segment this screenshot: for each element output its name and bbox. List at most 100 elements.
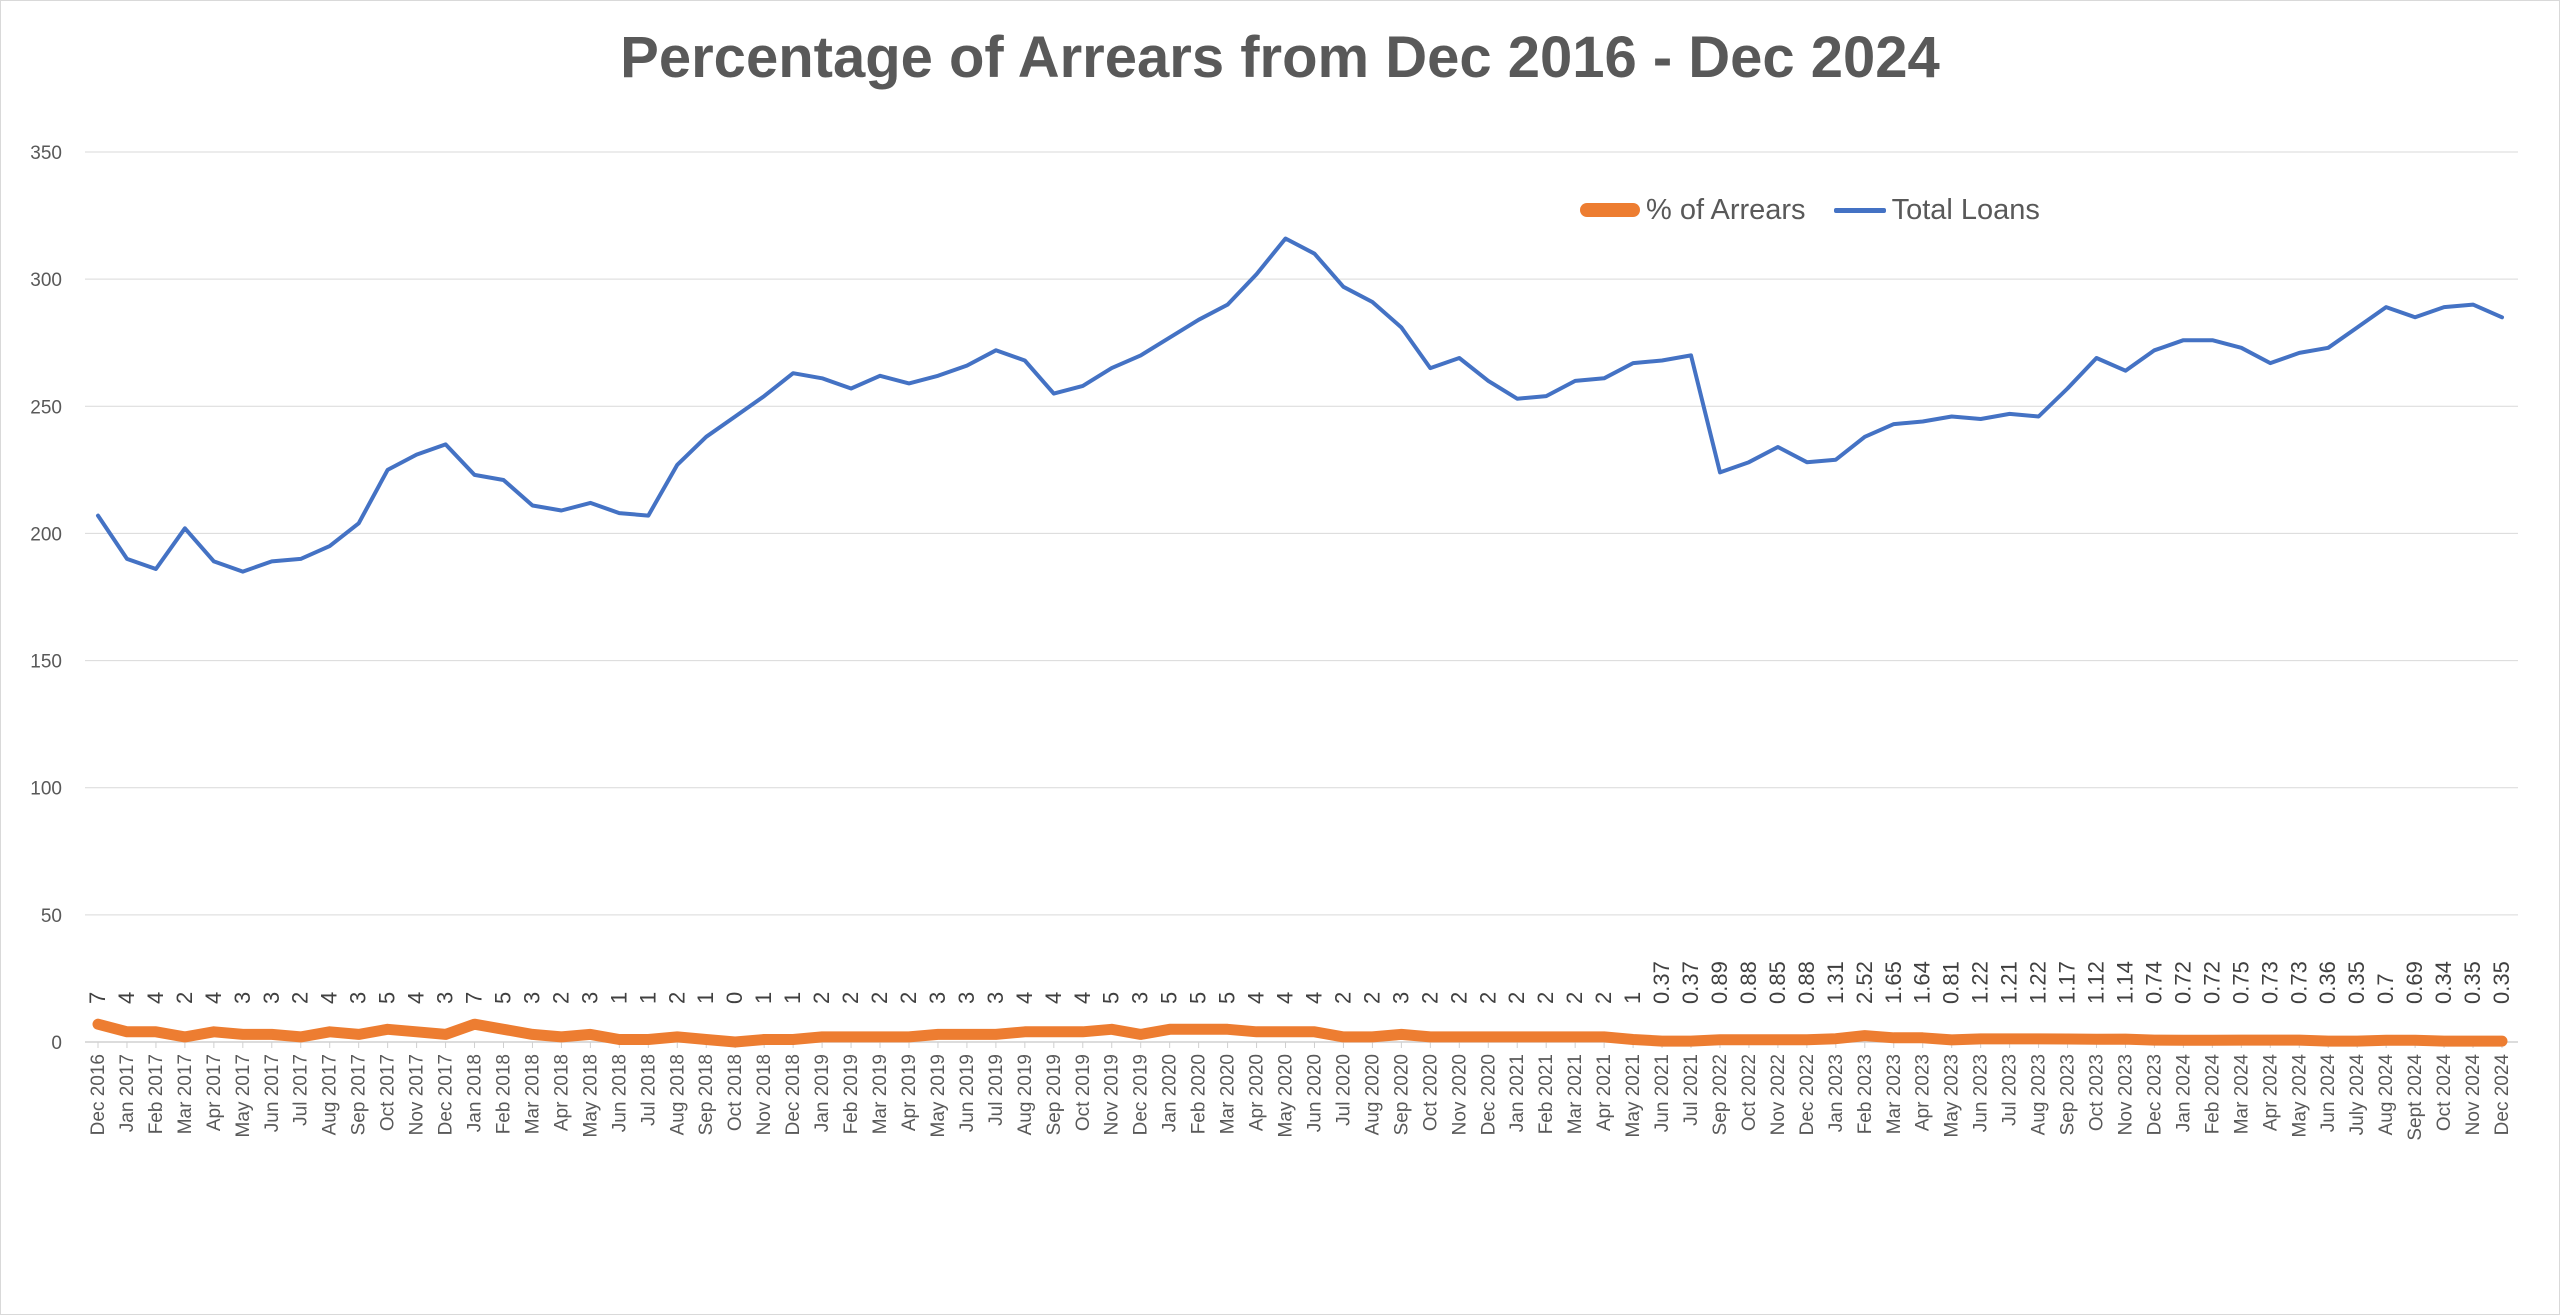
x-tick-label: Dec 2017 — [436, 1054, 457, 1135]
arrears-data-label: 1 — [780, 992, 805, 1004]
x-tick-label: Feb 2020 — [1189, 1054, 1210, 1134]
arrears-data-label: 0.37 — [1678, 961, 1703, 1004]
arrears-data-label: 3 — [925, 992, 950, 1004]
x-tick-label: Jan 2023 — [1826, 1054, 1847, 1132]
x-tick-label: Nov 2018 — [754, 1054, 775, 1135]
arrears-data-label: 5 — [1215, 992, 1240, 1004]
arrears-data-label: 1.21 — [1997, 961, 2022, 1004]
x-tick-label: Sep 2018 — [696, 1054, 717, 1135]
x-tick-label: Aug 2017 — [320, 1054, 341, 1135]
series-line-total-loans — [96, 236, 2504, 574]
y-tick-label: 200 — [30, 524, 62, 545]
arrears-data-label: 5 — [490, 992, 515, 1004]
x-tick-label: Aug 2018 — [667, 1054, 688, 1135]
y-tick-label: 0 — [51, 1033, 62, 1054]
arrears-data-label: 3 — [983, 992, 1008, 1004]
arrears-data-label: 7 — [462, 992, 487, 1004]
x-tick-label: Jun 2017 — [262, 1054, 283, 1132]
arrears-data-label: 5 — [375, 992, 400, 1004]
arrears-data-label: 0.34 — [2431, 961, 2456, 1004]
x-tick-label: May 2017 — [233, 1054, 254, 1137]
x-tick-label: Feb 2024 — [2202, 1054, 2223, 1135]
x-tick-label: Sep 2017 — [349, 1054, 370, 1135]
arrears-data-label: 1 — [635, 992, 660, 1004]
arrears-data-label: 2 — [1330, 992, 1355, 1004]
arrears-data-label: 0.7 — [2373, 973, 2398, 1004]
x-tick-label: May 2023 — [1942, 1054, 1963, 1137]
arrears-data-label: 1.12 — [2084, 961, 2109, 1004]
legend-item-arrears[interactable]: % of Arrears — [1580, 194, 1806, 227]
x-tick-label: Nov 2024 — [2463, 1054, 2484, 1136]
arrears-data-label: 2 — [1417, 992, 1442, 1004]
arrears-data-label: 3 — [230, 992, 255, 1004]
x-tick-label: Jun 2018 — [609, 1054, 630, 1132]
x-tick-label: Nov 2017 — [407, 1054, 428, 1135]
x-tick-label: Dec 2022 — [1797, 1054, 1818, 1135]
legend-swatch-arrears — [1580, 203, 1640, 217]
legend-swatch-total-loans — [1833, 207, 1886, 213]
x-tick-label: Jul 2017 — [291, 1054, 312, 1126]
arrears-data-label: 1.14 — [2112, 961, 2137, 1004]
arrears-data-label: 7 — [85, 992, 110, 1004]
arrears-data-label: 0.72 — [2199, 961, 2224, 1004]
chart-title: Percentage of Arrears from Dec 2016 - De… — [620, 25, 1940, 90]
arrears-data-label: 0.36 — [2315, 961, 2340, 1004]
arrears-data-label: 1.22 — [1968, 961, 1993, 1004]
arrears-data-label: 5 — [1186, 992, 1211, 1004]
y-tick-label: 350 — [30, 143, 62, 164]
arrears-data-label: 1.17 — [2055, 961, 2080, 1004]
arrears-data-label: 3 — [954, 992, 979, 1004]
x-tick-label: Jul 2018 — [638, 1054, 659, 1126]
arrears-data-label: 5 — [1099, 992, 1124, 1004]
arrears-data-label: 1 — [693, 992, 718, 1004]
legend-item-total-loans[interactable]: Total Loans — [1833, 194, 2040, 227]
x-tick-label: Apr 2018 — [551, 1054, 572, 1131]
x-tick-label: Jul 2021 — [1681, 1054, 1702, 1126]
arrears-data-label: 0.73 — [2286, 961, 2311, 1004]
x-tick-label: Apr 2019 — [899, 1054, 920, 1131]
arrears-data-label: 1 — [606, 992, 631, 1004]
arrears-data-label: 3 — [433, 992, 458, 1004]
x-tick-label: Aug 2020 — [1362, 1054, 1383, 1135]
legend-label-arrears: % of Arrears — [1646, 193, 1806, 226]
arrears-data-label: 4 — [317, 992, 342, 1004]
arrears-data-label: 0.72 — [2170, 961, 2195, 1004]
arrears-data-label: 0.35 — [2344, 961, 2369, 1004]
y-tick-label: 50 — [41, 906, 62, 927]
x-tick-label: Sep 2020 — [1391, 1054, 1412, 1135]
arrears-data-label: 0.85 — [1765, 961, 1790, 1004]
x-tick-label: Jan 2024 — [2173, 1054, 2194, 1133]
x-tick-label: Feb 2023 — [1855, 1054, 1876, 1134]
series-line-arrears — [92, 1018, 2508, 1048]
arrears-data-label: 1.65 — [1881, 961, 1906, 1004]
x-tick-label: Jul 2020 — [1333, 1054, 1354, 1126]
x-tick-label: Oct 2017 — [378, 1054, 399, 1131]
arrears-data-label: 5 — [1157, 992, 1182, 1004]
arrears-data-label: 4 — [1301, 992, 1326, 1004]
x-tick-label: Oct 2020 — [1420, 1054, 1441, 1131]
arrears-data-label: 4 — [1012, 992, 1037, 1004]
x-tick-label: Jun 2021 — [1652, 1054, 1673, 1132]
arrears-data-label: 2 — [809, 992, 834, 1004]
x-tick-label: Apr 2021 — [1594, 1054, 1615, 1131]
arrears-data-label: 1 — [751, 992, 776, 1004]
x-tick-label: Sep 2023 — [2058, 1054, 2079, 1135]
arrears-data-label: 4 — [1041, 992, 1066, 1004]
arrears-data-label: 1.31 — [1823, 961, 1848, 1004]
x-tick-label: May 2018 — [580, 1054, 601, 1137]
x-tick-label: Jun 2023 — [1971, 1054, 1992, 1132]
gridlines — [85, 151, 2518, 1043]
x-tick-label: Mar 2023 — [1884, 1054, 1905, 1134]
x-tick-label: Dec 2018 — [783, 1054, 804, 1135]
x-tick-label: Sept 2024 — [2405, 1054, 2426, 1141]
arrears-data-label: 0.75 — [2228, 961, 2253, 1004]
arrears-data-label: 0.35 — [2489, 961, 2514, 1004]
arrears-data-label: 4 — [1273, 992, 1298, 1004]
arrears-data-label: 2 — [172, 992, 197, 1004]
arrears-data-label: 4 — [114, 992, 139, 1004]
x-tick-label: Mar 2024 — [2231, 1054, 2252, 1135]
arrears-data-label: 0.37 — [1649, 961, 1674, 1004]
arrears-data-label: 4 — [201, 992, 226, 1004]
